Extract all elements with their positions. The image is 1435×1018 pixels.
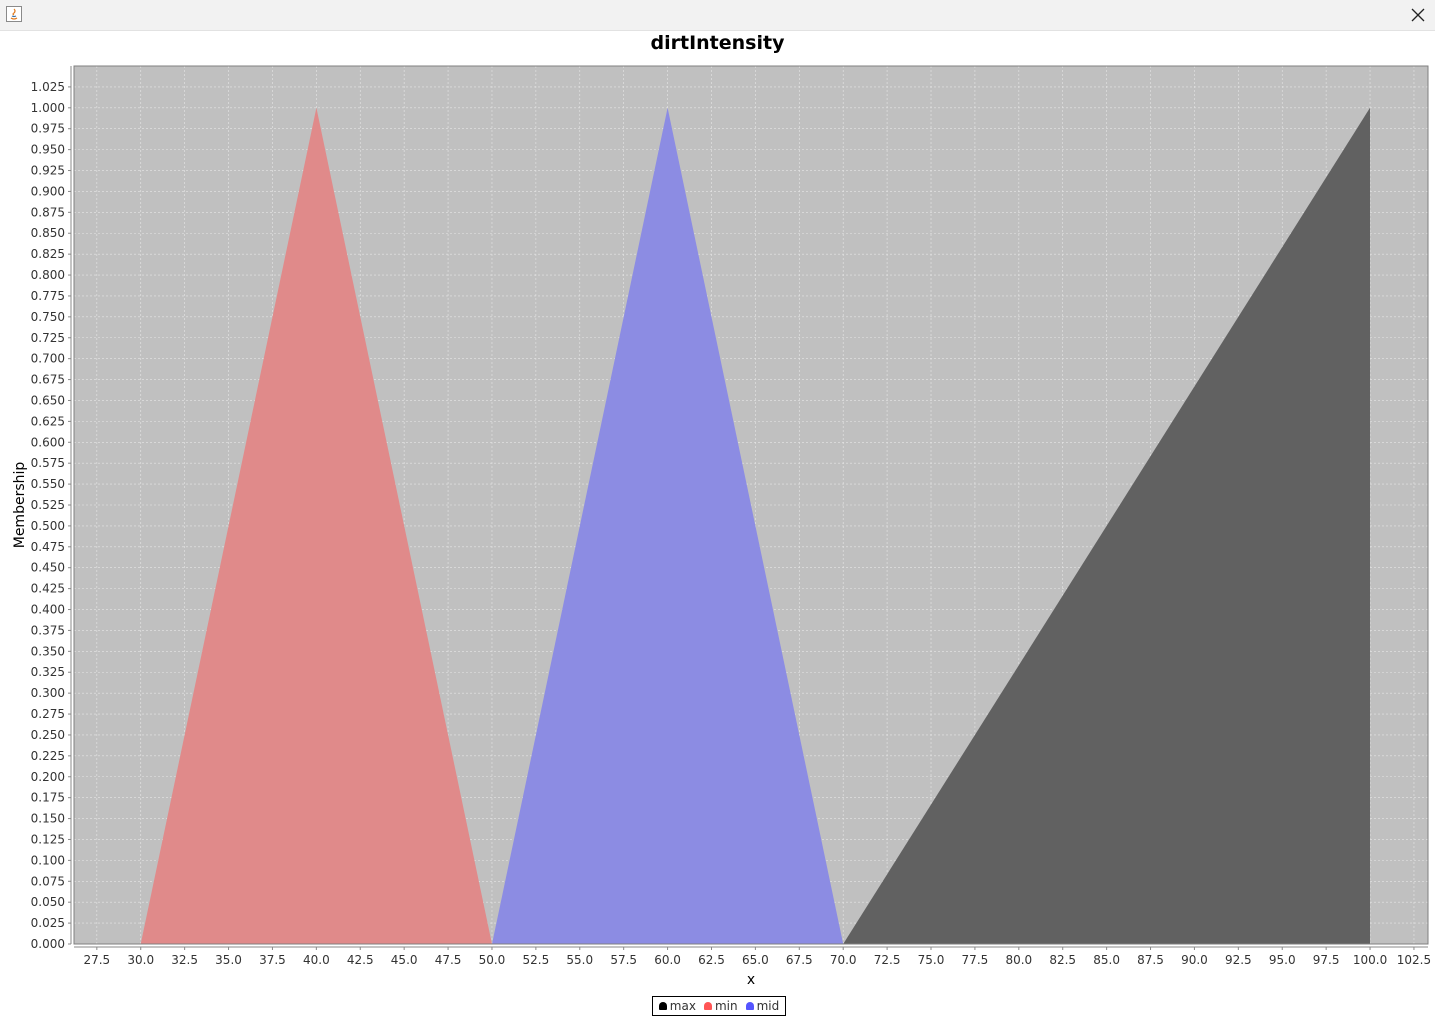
x-tick-label: 95.0	[1269, 953, 1296, 967]
y-tick-label: 0.275	[31, 707, 65, 721]
y-tick-label: 0.175	[31, 791, 65, 805]
chart-title: dirtIntensity	[650, 32, 785, 54]
y-tick-label: 1.025	[31, 80, 65, 94]
y-tick-label: 0.700	[31, 352, 65, 366]
x-tick-label: 55.0	[566, 953, 593, 967]
y-tick-label: 0.625	[31, 414, 65, 428]
y-axis-label: Membership	[12, 462, 28, 549]
x-tick-label: 30.0	[127, 953, 154, 967]
x-tick-label: 77.5	[962, 953, 989, 967]
close-icon	[1411, 8, 1425, 22]
x-tick-label: 47.5	[435, 953, 462, 967]
y-tick-label: 0.150	[31, 812, 65, 826]
x-axis-label: x	[747, 972, 755, 988]
x-tick-label: 52.5	[523, 953, 550, 967]
x-tick-label: 67.5	[786, 953, 813, 967]
y-tick-label: 0.350	[31, 644, 65, 658]
legend-swatch	[703, 1002, 712, 1010]
legend-item-min: min	[703, 999, 738, 1013]
series-area-max	[843, 107, 1370, 945]
series-area-min	[140, 107, 492, 945]
x-tick-label: 57.5	[610, 953, 637, 967]
legend-swatch	[745, 1002, 754, 1010]
y-tick-label: 0.575	[31, 456, 65, 470]
x-tick-label: 97.5	[1313, 953, 1340, 967]
x-tick-label: 82.5	[1049, 953, 1076, 967]
y-tick-label: 0.450	[31, 561, 65, 575]
legend-label: mid	[756, 999, 780, 1013]
legend-label: min	[714, 999, 738, 1013]
x-tick-label: 35.0	[215, 953, 242, 967]
close-button[interactable]	[1403, 0, 1433, 30]
x-tick-label: 62.5	[698, 953, 725, 967]
x-tick-label: 50.0	[479, 953, 506, 967]
x-tick-label: 75.0	[918, 953, 945, 967]
y-tick-label: 0.300	[31, 686, 65, 700]
y-tick-label: 0.975	[31, 122, 65, 136]
y-tick-label: 0.850	[31, 226, 65, 240]
y-tick-label: 0.825	[31, 247, 65, 261]
x-tick-label: 72.5	[874, 953, 901, 967]
x-tick-label: 80.0	[1005, 953, 1032, 967]
y-tick-label: 0.675	[31, 373, 65, 387]
y-tick-label: 0.375	[31, 623, 65, 637]
x-tick-label: 92.5	[1225, 953, 1252, 967]
x-tick-label: 102.5	[1397, 953, 1431, 967]
legend-item-mid: mid	[745, 999, 780, 1013]
x-tick-label: 90.0	[1181, 953, 1208, 967]
x-tick-label: 65.0	[742, 953, 769, 967]
plot-border	[73, 65, 1429, 945]
y-tick-label: 0.925	[31, 164, 65, 178]
x-tick-label: 60.0	[654, 953, 681, 967]
y-tick-label: 0.075	[31, 874, 65, 888]
y-tick-label: 0.875	[31, 205, 65, 219]
y-tick-label: 0.225	[31, 749, 65, 763]
legend-item-max: max	[658, 999, 696, 1013]
chart-legend: max min mid	[652, 996, 786, 1016]
java-app-icon	[6, 6, 22, 22]
x-tick-label: 87.5	[1137, 953, 1164, 967]
y-tick-label: 0.525	[31, 498, 65, 512]
y-tick-label: 0.400	[31, 603, 65, 617]
y-tick-label: 0.050	[31, 895, 65, 909]
x-tick-label: 37.5	[259, 953, 286, 967]
x-tick-label: 32.5	[171, 953, 198, 967]
legend-swatch	[658, 1002, 667, 1010]
y-tick-label: 0.100	[31, 853, 65, 867]
y-tick-label: 0.025	[31, 916, 65, 930]
y-tick-label: 0.500	[31, 519, 65, 533]
y-tick-label: 0.000	[31, 937, 65, 951]
y-tick-label: 0.250	[31, 728, 65, 742]
x-tick-label: 40.0	[303, 953, 330, 967]
y-tick-label: 0.125	[31, 832, 65, 846]
y-tick-label: 0.750	[31, 310, 65, 324]
y-tick-label: 0.550	[31, 477, 65, 491]
x-tick-label: 85.0	[1093, 953, 1120, 967]
y-tick-label: 0.775	[31, 289, 65, 303]
legend-label: max	[669, 999, 696, 1013]
y-tick-label: 1.000	[31, 101, 65, 115]
y-tick-label: 0.900	[31, 184, 65, 198]
y-tick-label: 0.475	[31, 540, 65, 554]
y-tick-label: 0.950	[31, 143, 65, 157]
series-area-mid	[492, 107, 844, 945]
y-tick-label: 0.600	[31, 435, 65, 449]
x-tick-label: 70.0	[830, 953, 857, 967]
x-tick-label: 42.5	[347, 953, 374, 967]
x-tick-label: 45.0	[391, 953, 418, 967]
y-tick-label: 0.425	[31, 582, 65, 596]
y-tick-label: 0.725	[31, 331, 65, 345]
x-tick-label: 27.5	[83, 953, 110, 967]
y-tick-label: 0.800	[31, 268, 65, 282]
y-tick-label: 0.650	[31, 393, 65, 407]
window-titlebar	[0, 0, 1435, 31]
x-tick-label: 100.0	[1353, 953, 1387, 967]
y-tick-label: 0.325	[31, 665, 65, 679]
y-tick-label: 0.200	[31, 770, 65, 784]
